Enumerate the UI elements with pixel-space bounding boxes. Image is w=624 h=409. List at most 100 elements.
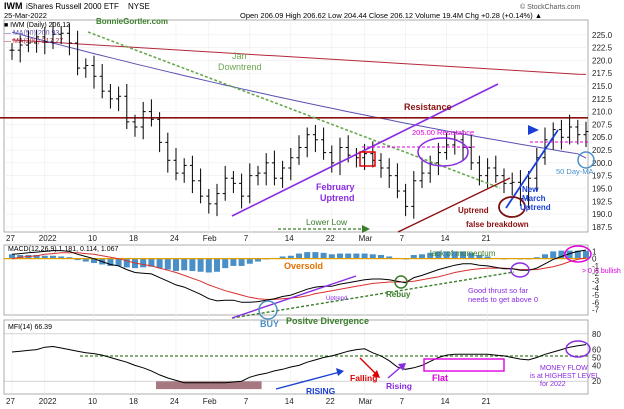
price-y-tick-label: 207.5 [592, 120, 613, 129]
label-downtrend: Downtrend [218, 62, 262, 72]
macd-histogram-bar [238, 258, 245, 266]
label-lack-of-momentum: lack of momentum [430, 249, 496, 258]
macd-histogram-bar [91, 258, 97, 264]
macd-histogram-bar [156, 258, 163, 269]
x-tick-label: 18 [129, 397, 138, 406]
site-watermark: BonnieGortler.com [96, 17, 168, 26]
macd-histogram-bar [140, 258, 147, 268]
macd-histogram-bar [173, 258, 179, 272]
label-uptrend-red: Uptrend [458, 206, 489, 215]
label-positive-divergence: Positve Divergence [286, 316, 369, 326]
x-tick-label: 14 [285, 234, 294, 243]
x-tick-label: 2022 [39, 234, 57, 243]
macd-histogram-bar [361, 253, 368, 259]
rebuy-circle [394, 275, 408, 289]
mfi-flat-box [423, 358, 505, 372]
macd-histogram-bar [214, 258, 220, 272]
macd-histogram-bar [304, 252, 311, 259]
label-false-breakdown: false breakdown [466, 220, 529, 229]
macd-histogram-bar [345, 253, 352, 259]
macd-histogram-bar [443, 251, 450, 259]
ma50-circle [577, 151, 595, 169]
mfi-rising-arrow-head [336, 368, 344, 376]
macd-panel-frame [3, 244, 589, 316]
macd-histogram-bar [50, 255, 56, 259]
macd-histogram-bar [255, 258, 261, 262]
macd-histogram-bar [566, 250, 573, 259]
price-y-tick-label: 197.5 [592, 172, 613, 181]
ohlc-readout: Open 206.09 High 206.62 Low 204.44 Close… [240, 11, 542, 20]
label-highest-level: is at HIGHEST LEVEL [530, 373, 600, 380]
mfi-rising-arrow-2 [387, 365, 403, 379]
x-tick-label: Feb [203, 234, 217, 243]
x-tick-label: 21 [482, 234, 491, 243]
mfi-high-ellipse [565, 340, 591, 358]
symbol: IWM [4, 1, 23, 11]
label-buy: BUY [260, 319, 279, 329]
macd-histogram-bar [533, 257, 540, 259]
price-panel-frame [3, 19, 589, 233]
x-tick-label: 22 [326, 234, 335, 243]
macd-y-tick-label: -7 [592, 306, 600, 315]
macd-histogram-bar [107, 258, 114, 266]
jan-downtrend-line [87, 31, 501, 189]
label-march: March [522, 194, 546, 203]
legend-ma50: — MA(50) 200.93 [4, 30, 59, 37]
label-for-2022: for 2022 [540, 381, 566, 388]
macd-histogram-bar [337, 253, 343, 259]
macd-histogram-bar [550, 251, 557, 259]
macd-histogram-bar [369, 254, 376, 259]
etf-name: iShares Russell 2000 ETF [26, 2, 119, 11]
macd-histogram-bar [419, 254, 425, 259]
label-flat: Flat [432, 373, 448, 383]
macd-histogram-bar [287, 255, 294, 259]
macd-histogram-bar [181, 258, 188, 271]
label-rising: RISING [306, 386, 336, 396]
macd-histogram-bar [230, 258, 237, 266]
label-falling: Falling [350, 373, 377, 383]
label-good-thrust: Good thrust so far [468, 286, 529, 295]
macd-y-tick-label: -5 [592, 291, 600, 300]
ohlc-bars [9, 22, 589, 219]
price-y-tick-label: 225.0 [592, 31, 613, 40]
good-thrust-ellipse [510, 262, 530, 278]
label-jan: Jan [232, 51, 247, 61]
macd-histogram-bar [542, 254, 548, 259]
macd-y-tick-label: -1 [592, 262, 600, 271]
macd-histogram-bar [427, 252, 434, 259]
label-needs-above-0: needs to get above 0 [468, 295, 538, 304]
macd-histogram-bar [279, 256, 286, 259]
legend-price: ■ IWM (Daily) 206.12 [4, 22, 70, 29]
macd-histogram-bar [74, 258, 81, 261]
macd-histogram-bar [197, 258, 204, 272]
x-tick-label: 7 [400, 397, 405, 406]
macd-bullish-ellipse [564, 245, 592, 263]
copyright: © StockCharts.com [520, 3, 581, 11]
macd-histogram-bar [312, 252, 319, 259]
price-y-ticks: 187.5 190.0 192.5 195.0 197.5 200.0 202.5 205.0… [592, 31, 613, 232]
macd-histogram-bar [9, 254, 15, 259]
x-tick-label: 21 [482, 397, 491, 406]
mfi-y-tick-label: 80 [592, 330, 601, 339]
mfi-y-tick-label: 20 [592, 377, 601, 386]
macd-signal-line [11, 252, 587, 300]
new-march-uptrend-line [505, 129, 559, 209]
macd-histogram-bar [451, 251, 458, 259]
exchange: NYSE [128, 2, 150, 11]
label-rising-2: Rising [386, 381, 412, 391]
macd-histogram-bar [41, 255, 48, 259]
x-tick-label: 22 [326, 397, 335, 406]
grid-lines [4, 20, 588, 394]
x-tick-label: 18 [129, 234, 138, 243]
macd-histogram-bar [378, 255, 384, 259]
macd-histogram-bar [583, 250, 589, 259]
mfi-rising-arrow-2-head [398, 363, 406, 371]
label-oversold: Oversold [284, 261, 323, 271]
label-50-day-ma: 50 Day-MA [556, 167, 594, 176]
macd-histogram-bar [123, 258, 130, 268]
macd-histogram-bar [468, 252, 475, 259]
x-tick-labels-bottom: 27 2022 10 18 24 Feb 7 14 22 Mar 7 14 21 [6, 397, 491, 406]
label-new-uptrend: Uptrend [520, 203, 551, 212]
